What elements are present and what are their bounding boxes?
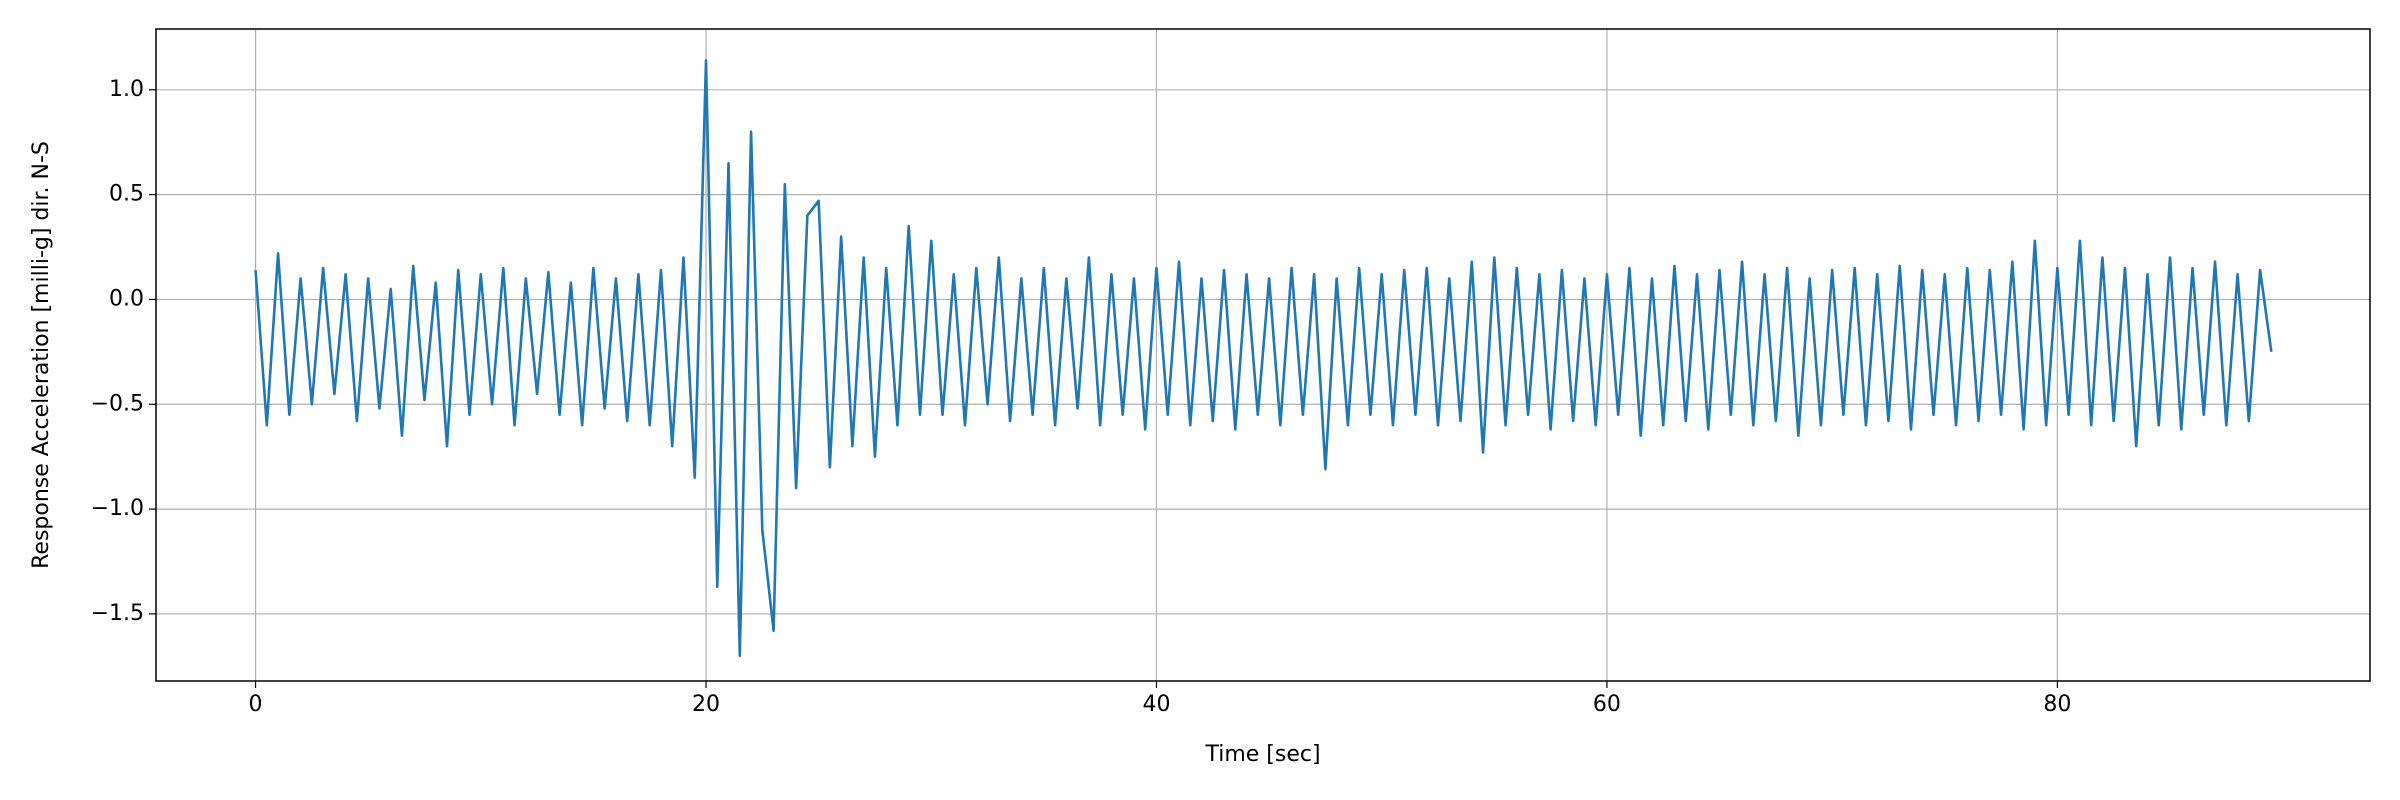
y-tick-label: −1.0 <box>91 496 144 521</box>
y-tick-label: 0.5 <box>109 182 144 207</box>
y-tick-label: 0.0 <box>109 286 144 311</box>
x-axis-label: Time [sec] <box>1204 742 1320 767</box>
x-tick-label: 40 <box>1142 692 1170 717</box>
y-tick-label: −1.5 <box>91 601 144 626</box>
y-axis-label: Response Acceleration [milli-g] dir. N-S <box>29 141 54 569</box>
signal-line <box>254 59 2273 658</box>
x-tick-label: 80 <box>2043 692 2071 717</box>
y-tick-label: 1.0 <box>109 77 144 102</box>
plot-frame <box>155 28 2371 682</box>
x-tick-label: 20 <box>692 692 720 717</box>
x-tick-label: 0 <box>249 692 263 717</box>
x-tick-label: 60 <box>1593 692 1621 717</box>
y-tick-label: −0.5 <box>91 391 144 416</box>
